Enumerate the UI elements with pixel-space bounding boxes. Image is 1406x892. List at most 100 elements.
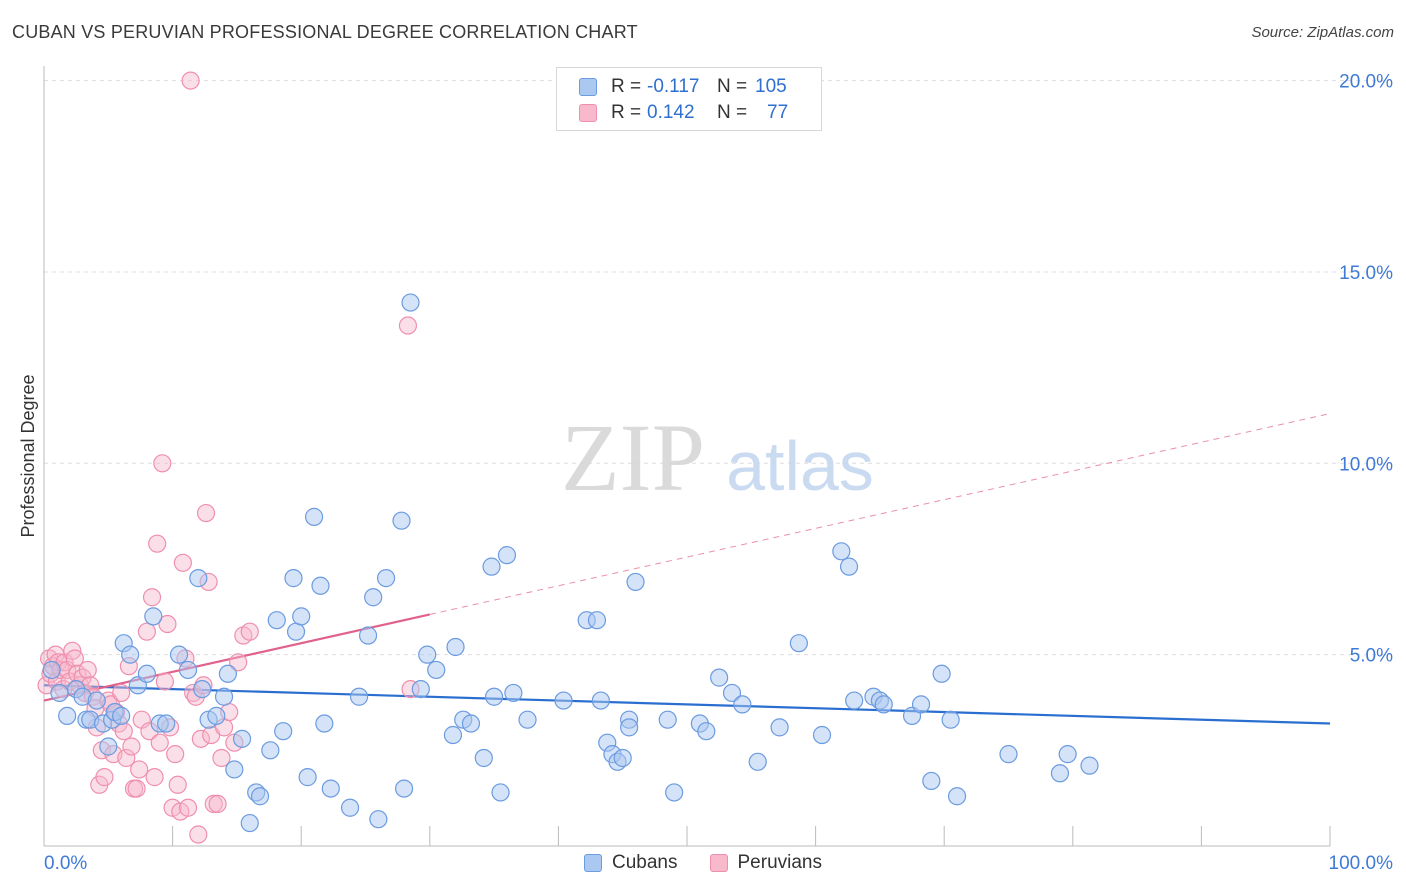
cuban-point [261, 741, 280, 760]
tick-labels: 5.0% 10.0% 15.0% 20.0% 0.0% 100.0% [44, 72, 1393, 874]
cuban-point [112, 706, 131, 725]
peruvian-point [204, 794, 223, 814]
cuban-point [922, 771, 941, 791]
peruvian-point [208, 794, 227, 814]
y-tick-label: 5.0% [1350, 646, 1393, 667]
r-label: R = [611, 76, 642, 97]
cuban-point [443, 725, 463, 745]
cuban-point [733, 695, 752, 714]
cuban-point [947, 787, 967, 806]
n-label: N = [717, 76, 748, 97]
cuban-point [218, 664, 237, 683]
chart-title: CUBAN VS PERUVIAN PROFESSIONAL DEGREE CO… [12, 22, 638, 42]
peruvian-point [130, 760, 149, 779]
x-tick-label: 100.0% [1329, 853, 1394, 874]
cuban-point [613, 748, 632, 768]
peruvian-point [148, 534, 167, 553]
cuban-point [911, 695, 931, 714]
cuban-point [697, 722, 716, 741]
cuban-point [178, 660, 198, 680]
cuban-point [411, 679, 430, 699]
cuban-point [1058, 745, 1077, 764]
peruvian-point [229, 653, 248, 672]
y-tick-label: 20.0% [1339, 72, 1393, 93]
series-legend: Cubans Peruvians [0, 852, 1406, 874]
cuban-point [770, 718, 789, 737]
cuban-point [274, 722, 293, 741]
cuban-point [298, 768, 317, 787]
peruvian-point [178, 798, 198, 817]
cuban-point [932, 664, 951, 683]
cuban-point [189, 569, 208, 588]
r-value: 0.142 [647, 102, 695, 123]
cuban-point [518, 710, 537, 729]
cuban-point [461, 714, 481, 733]
peruvian-point [189, 825, 208, 844]
cuban-point [50, 683, 69, 703]
cuban-point [504, 683, 523, 703]
watermark-atlas: atlas [726, 427, 874, 505]
peruvians-points [37, 71, 420, 844]
legend-row-peruvians: R = 0.142 N = 77 [579, 100, 788, 126]
peruvian-point [155, 672, 174, 691]
cuban-point [225, 760, 244, 779]
cubans-swatch [584, 854, 602, 872]
correlation-legend: R = -0.117 N = 105 R = 0.142 N = 77 [556, 67, 822, 131]
cuban-point [321, 779, 340, 798]
cuban-point [491, 783, 510, 802]
cuban-point [789, 634, 808, 653]
cuban-point [58, 706, 77, 725]
r-value: -0.117 [647, 76, 700, 97]
cuban-point [665, 783, 684, 802]
peruvian-point [158, 614, 177, 634]
peruvians-swatch [709, 854, 728, 872]
peruvian-point [240, 622, 259, 641]
cuban-point [311, 576, 330, 595]
legend-item-cubans[interactable]: Cubans [584, 852, 678, 874]
cuban-point [358, 626, 378, 645]
cuban-point [591, 691, 610, 710]
watermark-zip: ZIP [561, 404, 705, 511]
cuban-point [874, 695, 893, 714]
cuban-point [394, 779, 414, 798]
peruvian-point [65, 649, 84, 668]
legend-item-peruvians[interactable]: Peruvians [709, 852, 822, 874]
cuban-point [401, 293, 420, 312]
cuban-point [144, 607, 163, 626]
y-tick-label: 10.0% [1339, 454, 1393, 475]
cuban-point [267, 611, 286, 630]
gridlines [44, 80, 1395, 656]
cuban-point [315, 714, 334, 733]
cuban-point [304, 507, 324, 526]
cuban-point [364, 588, 383, 607]
cuban-point [169, 645, 189, 664]
cuban-point [710, 668, 729, 687]
cuban-point [207, 706, 226, 725]
cuban-point [658, 710, 677, 729]
cuban-point [193, 679, 212, 699]
cuban-point [845, 691, 864, 710]
peruvian-point [173, 553, 192, 572]
cuban-point [240, 813, 259, 833]
r-label: R = [611, 102, 642, 123]
peruvian-point [196, 503, 216, 523]
cuban-point [349, 687, 369, 706]
y-axis-label: Professional Degree [18, 374, 38, 537]
cuban-point [121, 645, 140, 664]
peruvian-point [181, 71, 200, 90]
cuban-point [474, 748, 493, 768]
cuban-point [1050, 764, 1070, 783]
peruvian-point [145, 768, 164, 787]
peruvian-point [117, 748, 136, 768]
peruvian-point [112, 683, 131, 703]
cuban-point [250, 787, 270, 806]
cuban-point [839, 557, 859, 576]
cuban-point [340, 798, 360, 817]
cuban-point [286, 622, 306, 641]
cuban-point [369, 810, 388, 829]
cuban-point [427, 660, 446, 680]
peruvian-point [166, 745, 185, 764]
cubans-swatch [579, 78, 597, 96]
cuban-point [832, 542, 851, 561]
cuban-point [485, 687, 504, 706]
